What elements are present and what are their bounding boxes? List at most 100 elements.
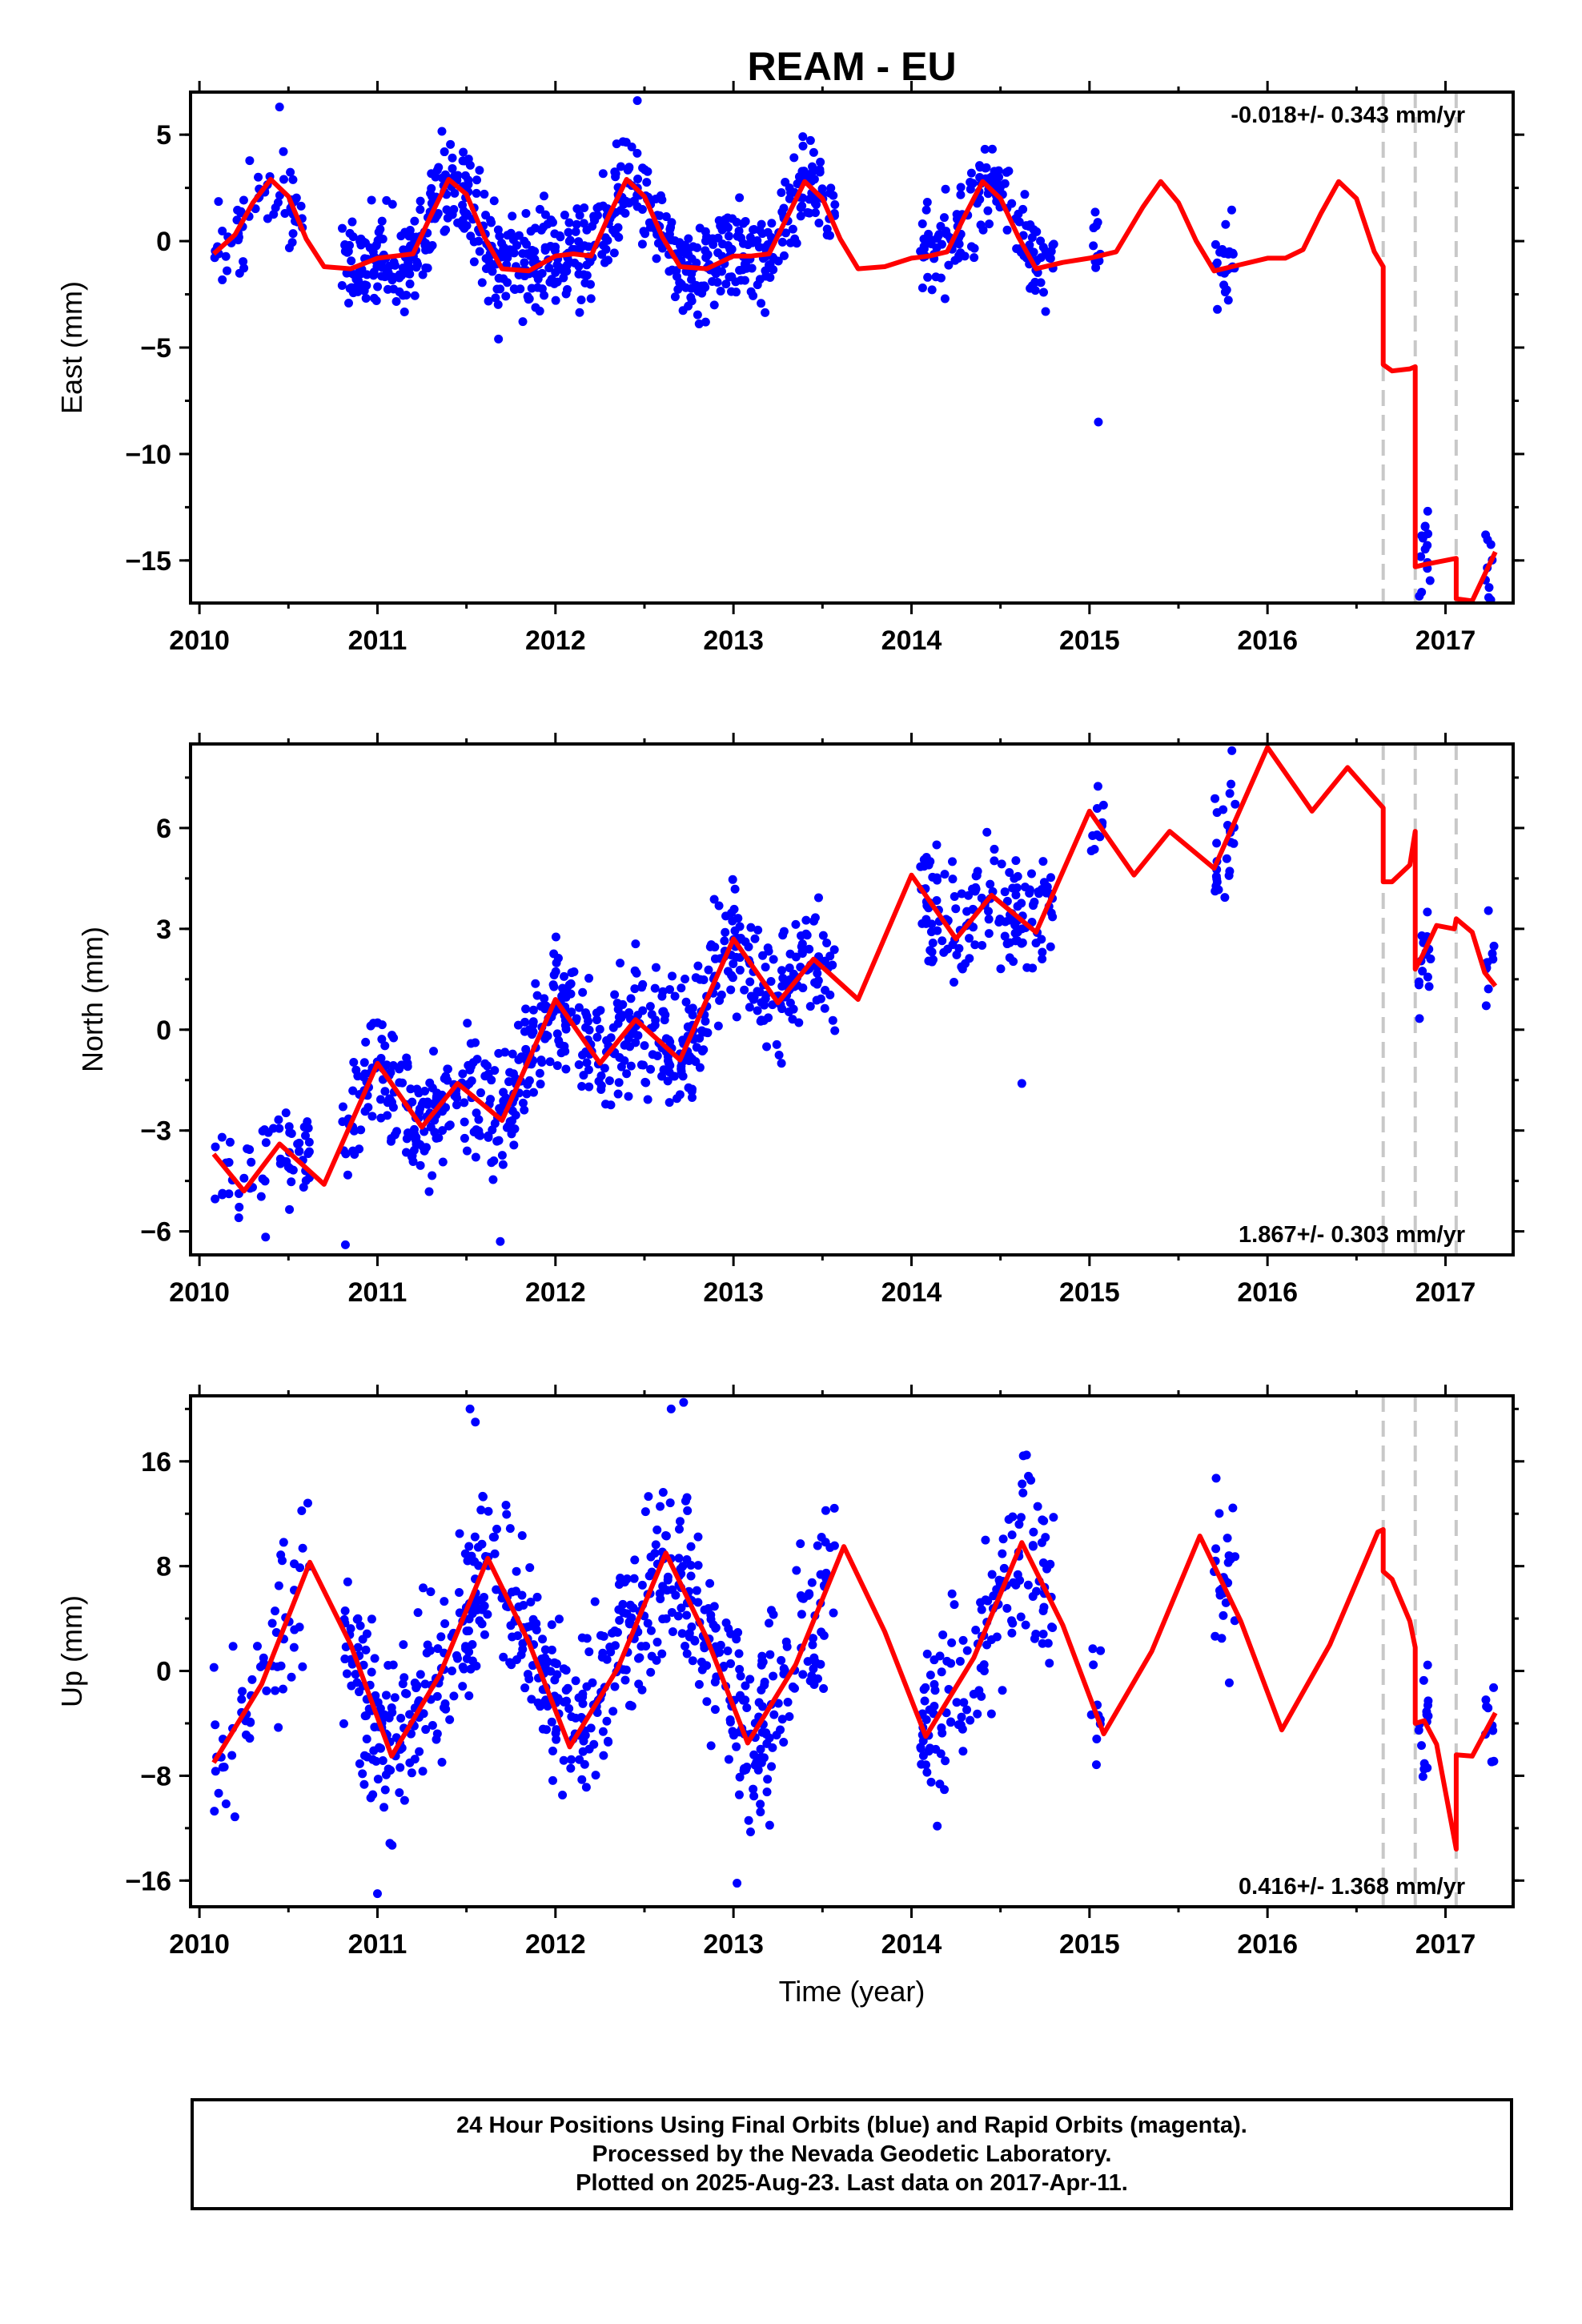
east-data-point [695,223,705,233]
north-data-point [729,904,739,914]
up-data-point [343,1577,352,1586]
up-data-point [468,1656,477,1666]
up-data-point [596,1630,605,1640]
north-data-point [482,1061,492,1071]
north-data-point [438,1126,448,1136]
up-data-point [1039,1602,1049,1612]
up-data-point [634,1679,644,1689]
north-data-point [721,927,730,937]
east-data-point [745,233,755,243]
east-data-point [944,260,954,270]
up-data-point [1481,1695,1491,1705]
north-data-point [651,963,661,972]
north-data-point [677,1064,686,1074]
east-data-point [809,147,818,157]
footer-caption-box: 24 Hour Positions Using Final Orbits (bl… [191,2098,1513,2210]
north-data-point [650,1020,660,1030]
east-data-point [559,273,568,283]
north-data-point [643,1095,652,1104]
north-data-point [1046,873,1055,883]
east-data-points [210,96,1497,605]
east-data-point [1018,204,1028,214]
north-data-point [303,1149,313,1159]
up-data-point [757,1685,766,1695]
up-data-point [464,1691,474,1701]
north-data-point [733,914,743,923]
north-data-point [970,940,980,950]
up-data-point [255,1662,265,1671]
up-data-point [702,1661,712,1671]
east-data-point [942,229,951,239]
north-data-point [386,1068,396,1077]
up-data-point [383,1661,393,1671]
up-data-point [259,1653,268,1663]
east-data-point [540,291,549,300]
east-data-point [450,171,460,181]
up-data-point [829,1503,839,1513]
up-data-point [926,1743,935,1753]
up-data-point [505,1524,515,1534]
east-data-point [472,175,482,185]
north-model-curve [211,745,1498,1194]
north-data-point [744,942,753,951]
north-data-point [691,973,701,983]
north-data-point [300,1131,310,1140]
footer-line-1: 24 Hour Positions Using Final Orbits (bl… [456,2113,1247,2138]
north-data-point [616,959,625,968]
north-data-point [1092,803,1102,813]
east-data-point [572,204,582,214]
up-data-point [433,1644,443,1654]
north-data-point [572,1014,581,1023]
up-x-tick-label: 2013 [703,1929,764,1960]
north-data-point [646,1064,656,1074]
east-data-point [501,292,511,301]
up-data-point [643,1618,652,1628]
east-data-point [1012,244,1022,254]
east-data-point [443,213,452,223]
up-data-point [547,1620,556,1630]
up-data-point [926,1777,936,1787]
east-y-tick-label: −15 [125,546,171,577]
up-data-point [1004,1514,1014,1524]
north-data-point [728,875,737,884]
east-data-point [448,163,457,173]
east-data-point [571,227,580,236]
north-data-point [1424,982,1434,991]
east-data-point [537,268,547,278]
up-data-point [1048,1623,1058,1633]
up-data-point [1033,1502,1042,1511]
east-data-point [460,223,469,233]
east-data-point [1036,253,1046,263]
north-data-point [380,1087,390,1096]
up-data-point [1224,1678,1234,1687]
north-data-point [511,1111,520,1120]
up-data-point [561,1666,571,1675]
east-data-point [361,293,371,303]
east-data-point [966,168,976,178]
east-data-point [469,257,479,267]
north-data-point [521,1004,531,1014]
up-data-point [735,1665,745,1675]
east-data-point [1221,219,1231,229]
north-data-point [579,1071,588,1080]
north-data-point [1037,935,1046,944]
east-data-point [727,272,737,282]
up-data-point [440,1618,450,1628]
north-data-point [709,895,719,904]
north-data-point [528,1017,538,1027]
up-data-point [470,1532,480,1542]
up-data-point [726,1659,736,1668]
up-data-point [777,1715,787,1724]
north-data-point [1010,920,1020,930]
up-data-point [749,1750,759,1759]
east-data-point [594,202,604,211]
up-data-point [1046,1559,1055,1569]
east-data-point [611,169,620,179]
up-data-point [608,1707,618,1716]
east-data-point [437,127,447,136]
up-data-point [373,1775,383,1784]
north-data-point [665,1035,674,1045]
east-data-point [481,254,491,263]
east-data-point [652,254,661,263]
north-data-point [697,1046,707,1055]
